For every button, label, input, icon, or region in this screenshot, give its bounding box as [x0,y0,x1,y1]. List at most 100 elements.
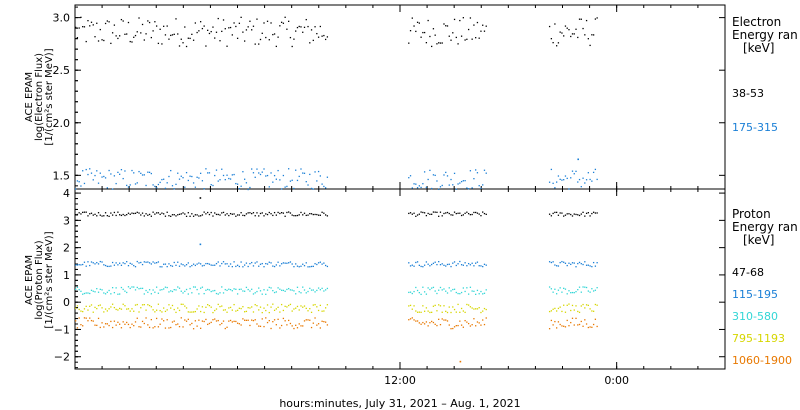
data-point [314,303,316,306]
data-point [140,287,142,290]
data-point [214,264,216,266]
data-point [272,33,274,36]
data-point [457,303,459,306]
data-point [409,30,412,32]
data-point [420,36,422,38]
data-point [136,317,138,319]
data-point [242,306,244,308]
data-point [131,41,133,43]
data-point [171,185,174,187]
data-point [550,38,553,40]
data-point [173,288,175,291]
proton-legend-energy: Energy ran [732,220,798,234]
data-point [585,264,588,266]
data-point [168,304,170,306]
data-point [291,325,293,327]
data-point [452,327,454,330]
data-point [409,291,412,293]
data-point [455,311,457,313]
data-point [478,213,480,215]
data-point [177,214,179,216]
data-point [475,262,477,264]
data-point [548,181,551,183]
data-point [147,171,149,173]
data-point [196,288,198,291]
data-point [199,327,202,329]
data-point [99,28,101,31]
data-point [279,265,281,267]
data-point [205,289,207,291]
data-point [427,178,429,181]
data-point [585,179,588,181]
data-point [129,287,131,290]
data-point [215,213,218,216]
data-point [178,325,181,328]
data-point [251,261,253,264]
data-point [422,211,424,214]
data-point [75,288,77,290]
data-point [571,291,574,294]
data-point [103,215,105,217]
data-point [475,293,477,296]
data-point [466,287,468,289]
data-point [319,327,321,329]
data-point [251,168,253,170]
data-point [124,290,126,292]
data-point [222,19,225,21]
data-point [575,170,577,172]
data-point [203,311,205,314]
data-point [573,292,575,294]
data-point [483,169,486,171]
data-point [293,308,295,310]
data-point [226,263,228,265]
data-point [319,289,321,291]
data-point [453,261,456,263]
y-tick-label: −1 [54,323,70,336]
x-tick-label: 0:00 [604,374,629,387]
data-point [115,324,117,326]
data-point [282,309,285,312]
data-point [587,172,589,174]
data-point [96,170,98,172]
data-point [298,266,300,268]
data-point [126,308,128,310]
data-point [191,264,193,267]
data-point [563,261,565,263]
data-point [258,309,260,311]
data-point [75,188,77,190]
data-point [441,184,443,187]
data-point [284,262,286,264]
data-point [582,325,584,327]
data-point [288,287,290,290]
data-point [457,324,459,327]
data-point [258,215,260,217]
data-point [138,311,140,313]
data-point [168,38,170,40]
data-point [266,263,269,265]
data-point [229,212,232,215]
data-point [224,263,226,265]
data-point [251,306,253,308]
data-point [228,177,230,180]
data-point [92,179,94,181]
data-point [80,213,82,215]
data-point [557,321,560,323]
data-point [133,264,135,267]
data-point [296,179,299,182]
data-point [295,30,297,32]
data-point [559,261,561,264]
data-point [134,183,137,185]
data-point [261,311,263,314]
data-point [145,184,147,187]
data-point [138,326,140,328]
data-point [154,213,156,215]
data-point [221,305,223,307]
data-point [201,214,204,216]
data-point [166,265,168,268]
data-point [326,304,329,306]
data-point [423,31,426,34]
data-point [265,317,267,319]
data-point [587,290,589,292]
data-point [432,262,435,264]
